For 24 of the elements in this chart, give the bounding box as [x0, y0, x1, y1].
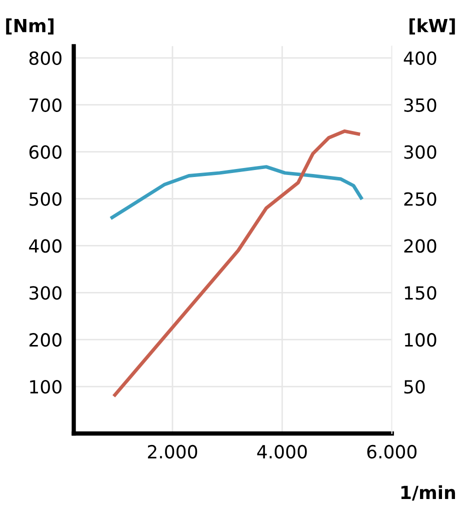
y-axis-title: [Nm]: [6, 18, 54, 35]
y2-tick-label: 350: [404, 98, 436, 112]
y2-axis-title: [kW]: [410, 18, 455, 35]
x-tick-label: 4.000: [257, 444, 307, 459]
x-tick-label: 6.000: [367, 444, 416, 459]
y-tick-label: 100: [30, 380, 62, 394]
y-tick-label: 500: [30, 192, 62, 206]
x-axis-title: 1/min: [401, 485, 455, 501]
line-series: [113, 129, 360, 397]
y2-tick-label: 50: [404, 380, 425, 394]
y-tick-label: 300: [30, 286, 62, 300]
y2-tick-label: 100: [404, 333, 436, 347]
line-series: [110, 165, 363, 220]
x-tick-label: 2.000: [148, 444, 198, 459]
y-tick-label: 600: [29, 145, 62, 159]
y2-tick-label: 400: [404, 51, 436, 66]
y-tick-label: 400: [29, 239, 62, 253]
y-tick-label: 200: [30, 333, 62, 347]
y2-tick-label: 300: [404, 145, 436, 159]
y-tick-label: 700: [30, 98, 62, 112]
y2-tick-label: 250: [404, 192, 436, 206]
y-tick-label: 800: [29, 51, 62, 66]
y2-tick-label: 150: [404, 286, 436, 300]
y2-tick-label: 200: [404, 239, 436, 253]
